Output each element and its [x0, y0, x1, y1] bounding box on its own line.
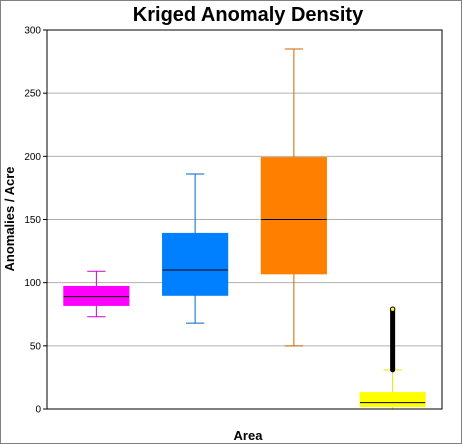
box-iqr [360, 393, 425, 407]
box-iqr [163, 233, 228, 295]
y-tick-label: 100 [24, 278, 41, 289]
boxes [64, 49, 425, 409]
box-iqr [64, 286, 129, 305]
y-tick-label: 300 [24, 26, 41, 37]
y-tick-label: 250 [24, 89, 41, 100]
box-iqr [261, 158, 326, 274]
gridlines [47, 93, 442, 346]
box-group [360, 307, 425, 409]
y-axis-ticks: 0 50 100 150 200 250 300 [24, 26, 47, 416]
y-axis-label: Anomalies / Acre [2, 166, 17, 271]
y-tick-label: 150 [24, 215, 41, 226]
y-tick-label: 200 [24, 152, 41, 163]
x-axis-label: Area [234, 428, 264, 443]
y-tick-label: 50 [30, 341, 42, 352]
chart-title: Kriged Anomaly Density [133, 4, 364, 26]
box-group [64, 271, 129, 316]
box-group [163, 174, 228, 323]
outlier-point [390, 307, 394, 311]
y-tick-label: 0 [35, 405, 41, 416]
